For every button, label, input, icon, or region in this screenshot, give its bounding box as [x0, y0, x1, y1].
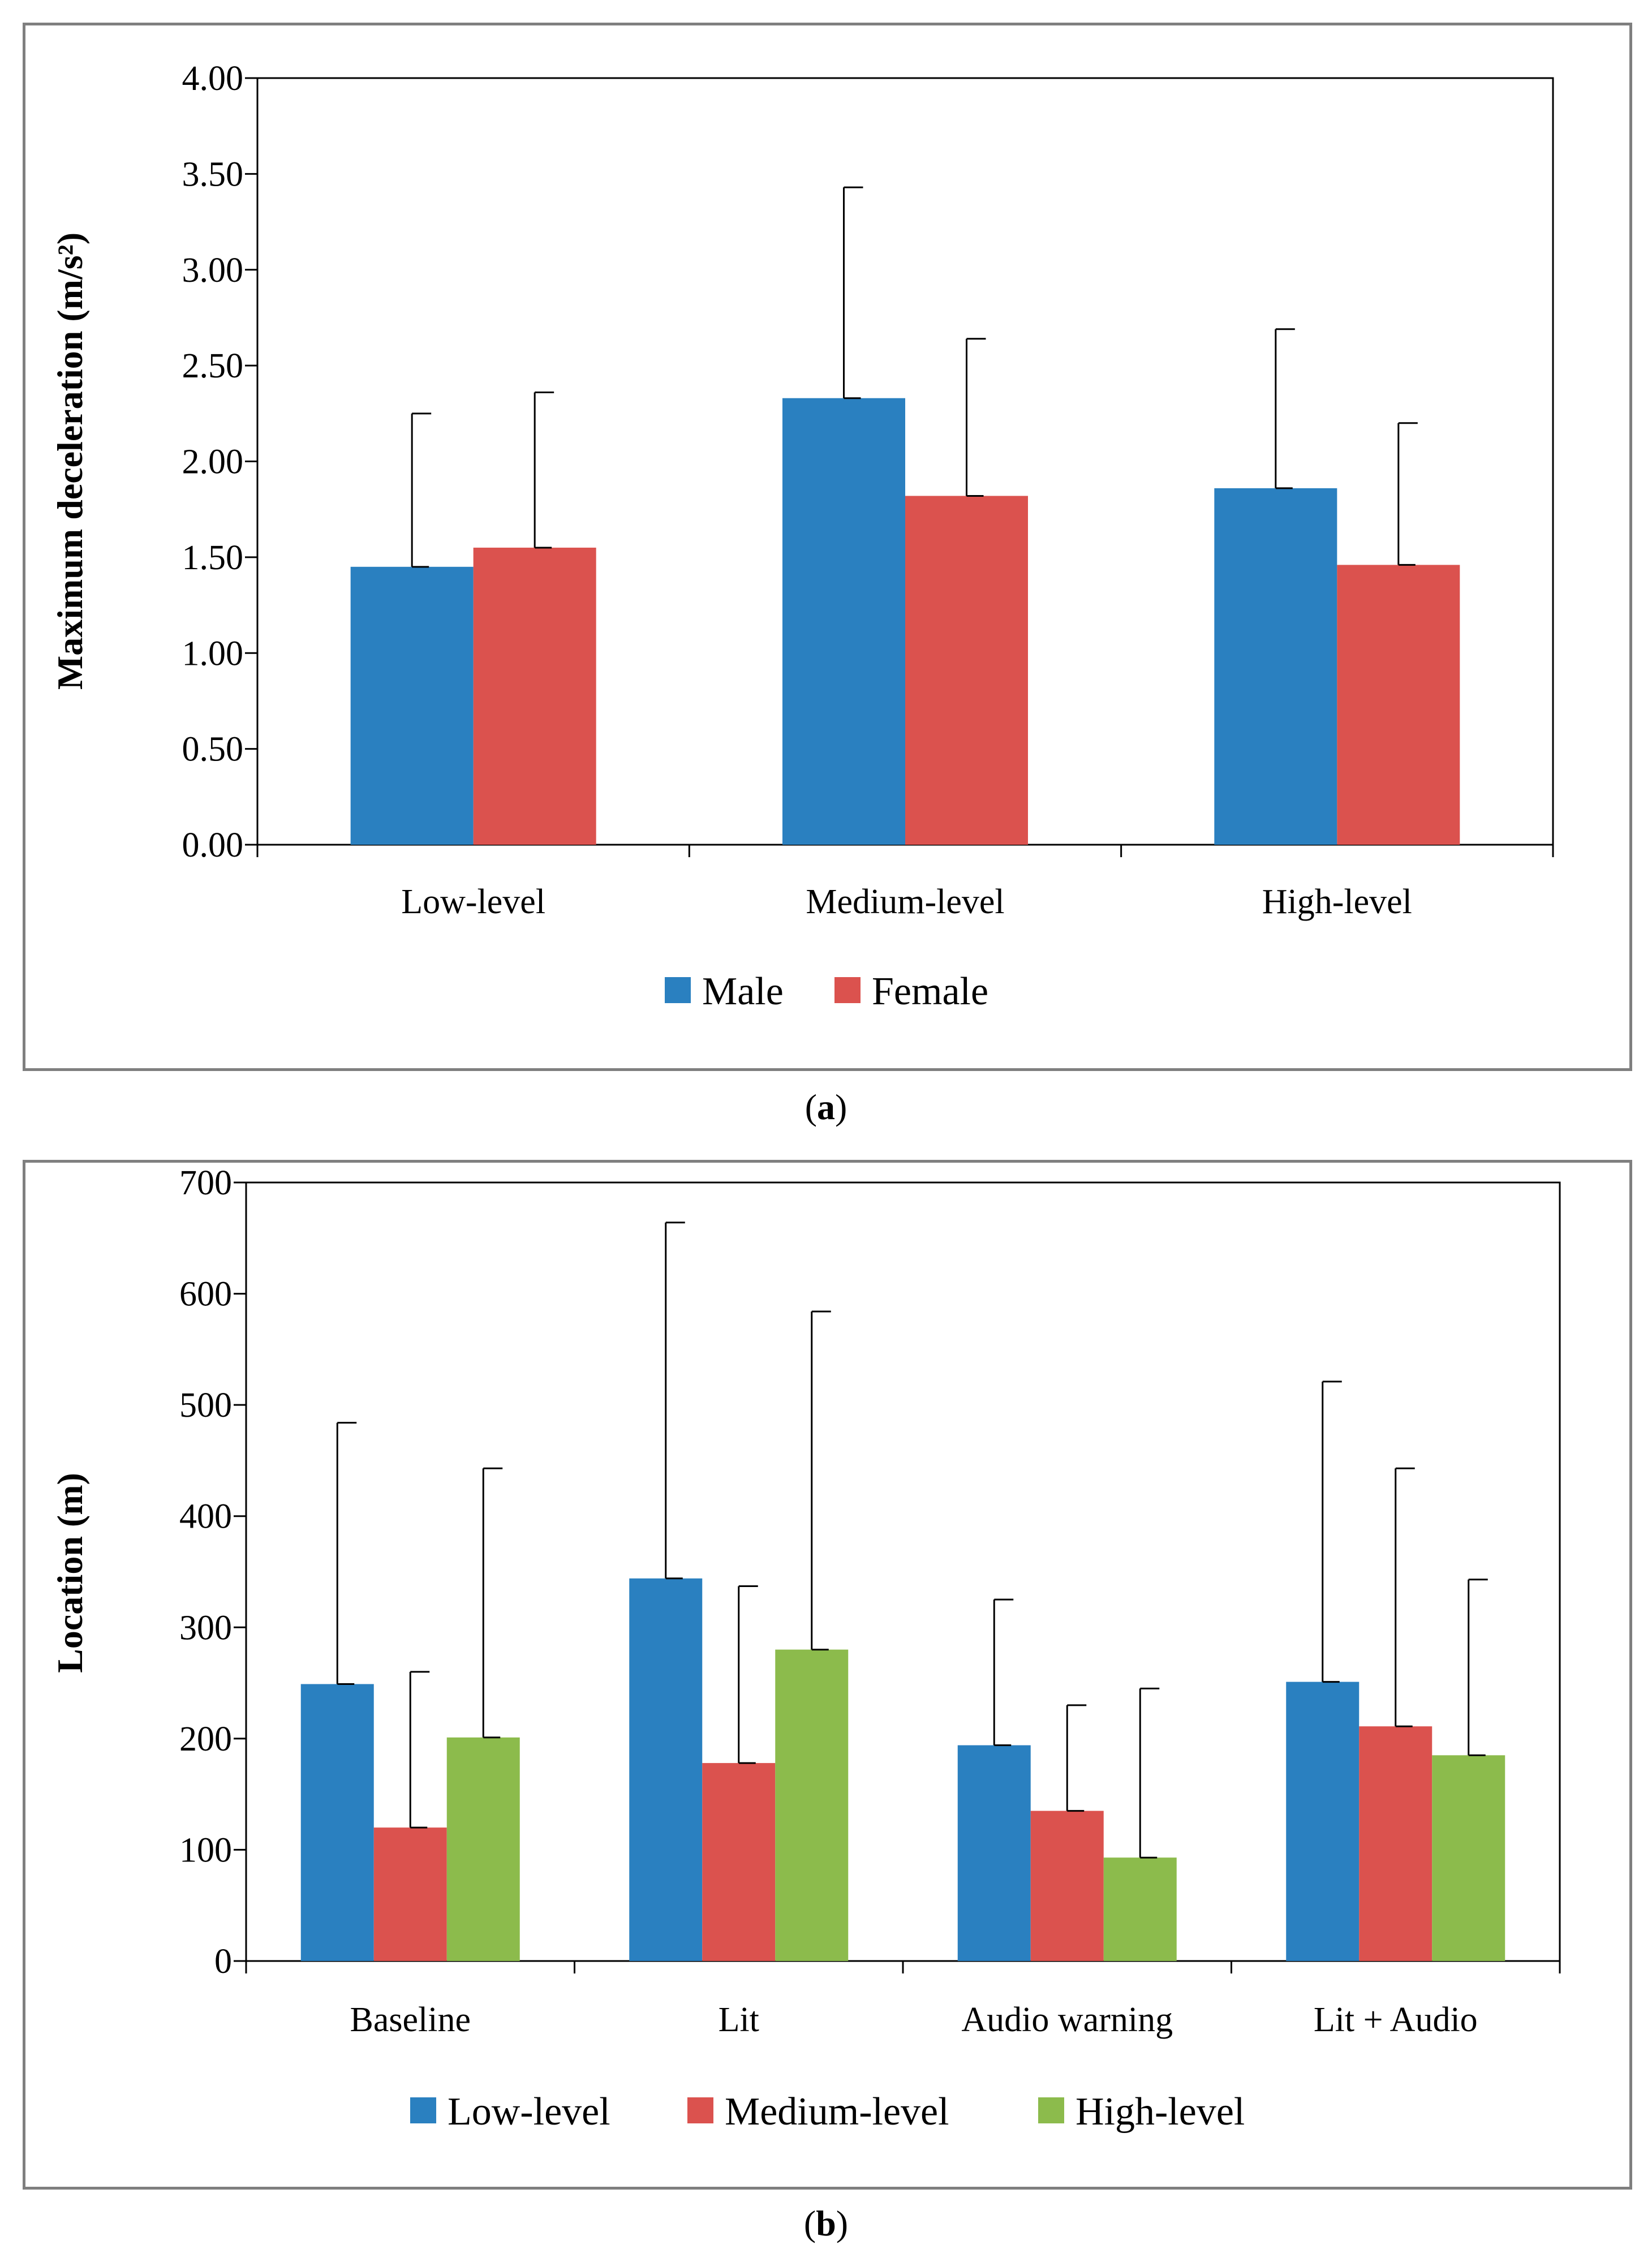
y-tick-label-a: 3.00 [182, 251, 244, 290]
caption-b: (b) [803, 2203, 849, 2243]
bar-b-1-0 [373, 1827, 447, 1961]
y-tick-label-a: 3.50 [182, 155, 244, 193]
y-tick-label-b: 200 [179, 1720, 232, 1758]
y-axis-title-a: Maximum deceleration (m/s²) [50, 233, 90, 690]
bar-b-1-3 [1359, 1726, 1432, 1961]
bar-a-1-2 [1337, 565, 1460, 845]
bar-b-2-1 [775, 1649, 849, 1961]
bar-b-0-3 [1286, 1682, 1360, 1961]
plot-area-b: 0 100 200 300 400 500 600 700 Location (m) Baseli… [50, 1164, 1561, 2039]
legend-swatch-a [834, 977, 861, 1003]
legend-label-b: High-level [1075, 2090, 1245, 2134]
bar-b-0-2 [957, 1745, 1031, 1961]
y-tick-label-a: 1.00 [182, 634, 244, 673]
legend-label-b: Low-level [448, 2090, 610, 2134]
legend-label-b: Medium-level [725, 2090, 949, 2134]
x-tick-label-b: Audio warning [961, 2001, 1173, 2039]
y-tick-label-b: 400 [179, 1498, 232, 1536]
legend-swatch-b [1038, 2097, 1064, 2123]
y-tick-label-a: 0.00 [182, 826, 244, 865]
bar-a-0-0 [350, 566, 474, 845]
bar-a-0-2 [1214, 488, 1337, 845]
x-tick-label-a: High-level [1262, 883, 1412, 921]
bar-b-0-0 [300, 1684, 374, 1961]
caption-a: (a) [805, 1087, 847, 1127]
y-tick-label-b: 0 [214, 1942, 232, 1981]
bar-b-0-1 [629, 1578, 703, 1961]
bar-b-1-1 [702, 1763, 776, 1961]
bar-a-0-1 [782, 398, 905, 845]
legend-a: Male Female [665, 970, 988, 1013]
y-tick-label-a: 0.50 [182, 730, 244, 769]
y-tick-label-a: 2.00 [182, 443, 244, 481]
legend-swatch-b [410, 2097, 436, 2123]
y-tick-label-a: 4.00 [182, 59, 244, 98]
plot-area-a: 0.00 0.50 1.00 1.50 2.00 2.50 3.00 3.50 4.00 Maxi… [50, 59, 1554, 921]
x-tick-label-b: Baseline [350, 2001, 471, 2039]
bar-b-2-2 [1103, 1857, 1177, 1961]
bar-a-1-0 [473, 547, 596, 845]
y-tick-label-b: 300 [179, 1609, 232, 1647]
x-tick-label-b: Lit + Audio [1314, 2001, 1478, 2039]
legend-b: Low-level Medium-level High-level [410, 2090, 1245, 2134]
legend-label-a: Female [872, 970, 988, 1013]
bar-b-2-3 [1432, 1755, 1505, 1961]
x-tick-label-a: Low-level [401, 883, 545, 921]
legend-swatch-a [665, 977, 691, 1003]
y-tick-label-b: 700 [179, 1164, 232, 1202]
y-tick-label-b: 100 [179, 1831, 232, 1869]
bar-b-1-2 [1030, 1811, 1104, 1961]
y-tick-label-b: 600 [179, 1275, 232, 1314]
y-axis-title-b: Location (m) [50, 1473, 90, 1673]
y-tick-label-a: 1.50 [182, 539, 244, 577]
y-tick-label-b: 500 [179, 1386, 232, 1425]
x-tick-label-b: Lit [719, 2001, 759, 2039]
y-tick-label-a: 2.50 [182, 347, 244, 385]
x-tick-label-a: Medium-level [806, 883, 1004, 921]
legend-swatch-b [687, 2097, 713, 2123]
bar-a-1-1 [905, 496, 1028, 845]
bar-b-2-0 [446, 1737, 520, 1961]
legend-label-a: Male [702, 970, 784, 1013]
